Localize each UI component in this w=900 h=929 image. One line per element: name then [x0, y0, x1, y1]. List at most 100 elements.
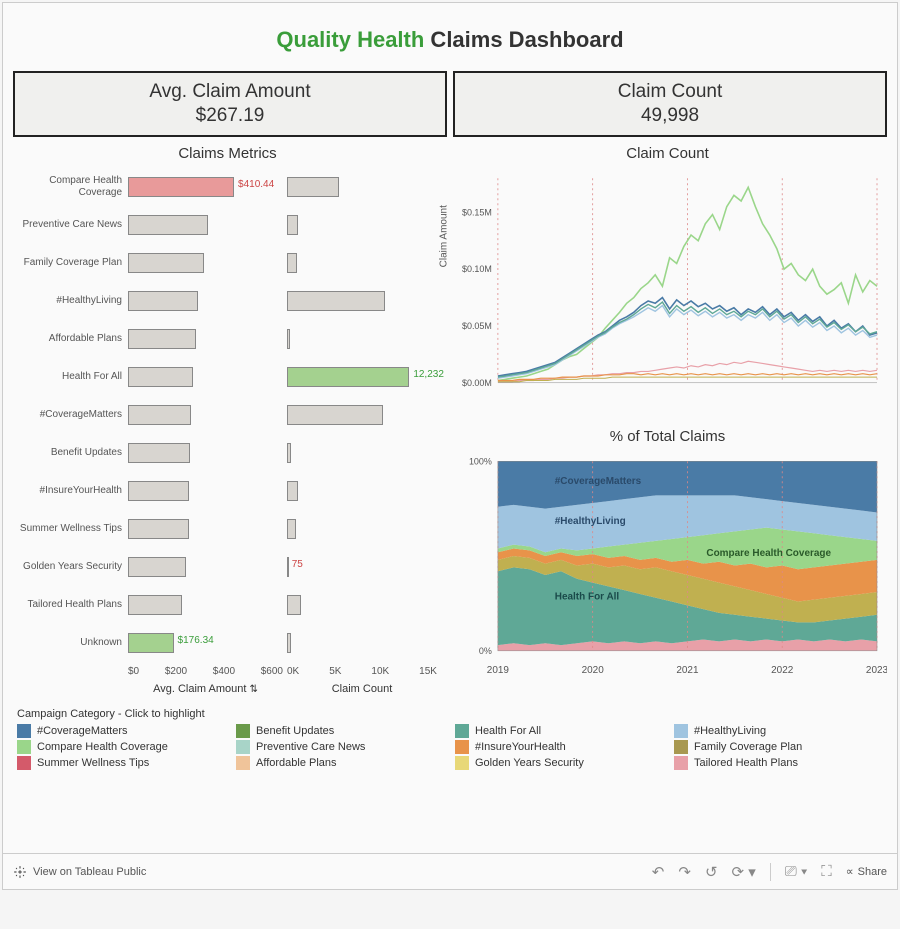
- share-label: Share: [858, 866, 887, 878]
- line-chart-svg: $0.00M$0.05M$0.10M$0.15M: [448, 168, 887, 418]
- bar-right-area: 12,232: [287, 365, 437, 389]
- legend-label: Affordable Plans: [256, 757, 337, 769]
- share-button[interactable]: ∝ Share: [846, 865, 887, 878]
- bar-label: Family Coverage Plan: [13, 257, 128, 269]
- refresh-icon[interactable]: ⟳ ▾: [732, 863, 756, 881]
- bar-left-area: [128, 403, 283, 427]
- bar-left-area: [128, 441, 283, 465]
- legend-item[interactable]: Preventive Care News: [236, 740, 445, 754]
- view-on-tableau-button[interactable]: View on Tableau Public: [13, 865, 146, 879]
- svg-text:0%: 0%: [479, 646, 492, 656]
- bar-claim-count: [287, 177, 339, 197]
- bar-right-area: [287, 479, 437, 503]
- bar-claim-count: [287, 633, 291, 653]
- legend-item[interactable]: Tailored Health Plans: [674, 756, 883, 770]
- bar-avg-claim: [128, 443, 190, 463]
- bar-value-label: 12,232: [413, 369, 444, 380]
- bar-label: Affordable Plans: [13, 333, 128, 345]
- legend-item[interactable]: Summer Wellness Tips: [17, 756, 226, 770]
- bar-claim-count: [287, 481, 298, 501]
- svg-text:2023: 2023: [866, 665, 887, 676]
- bar-row[interactable]: Golden Years Security75: [13, 548, 442, 586]
- undo-icon[interactable]: ↶: [652, 863, 665, 881]
- bar-row[interactable]: Health For All12,232: [13, 358, 442, 396]
- svg-text:#HealthyLiving: #HealthyLiving: [555, 516, 626, 527]
- bar-row[interactable]: #CoverageMatters: [13, 396, 442, 434]
- bar-left-area: [128, 479, 283, 503]
- bar-row[interactable]: Benefit Updates: [13, 434, 442, 472]
- legend-swatch: [236, 724, 250, 738]
- legend-label: #InsureYourHealth: [475, 741, 566, 753]
- bar-left-area: [128, 517, 283, 541]
- svg-text:2019: 2019: [487, 665, 510, 676]
- bar-row[interactable]: Compare Health Coverage$410.44: [13, 168, 442, 206]
- kpi-row: Avg. Claim Amount $267.19 Claim Count 49…: [13, 71, 887, 137]
- bar-row[interactable]: Affordable Plans: [13, 320, 442, 358]
- legend-item[interactable]: Benefit Updates: [236, 724, 445, 738]
- bar-claim-count: [287, 253, 297, 273]
- claims-metrics-panel: Claims Metrics Compare Health Coverage$4…: [13, 145, 442, 698]
- share-icon: ∝: [846, 865, 854, 878]
- kpi-label: Claim Count: [455, 81, 885, 103]
- bar-label: Benefit Updates: [13, 447, 128, 459]
- legend-item[interactable]: Golden Years Security: [455, 756, 664, 770]
- bar-claim-count: [287, 291, 385, 311]
- svg-text:Health For All: Health For All: [555, 592, 620, 603]
- legend-item[interactable]: #CoverageMatters: [17, 724, 226, 738]
- bar-row[interactable]: #HealthyLiving: [13, 282, 442, 320]
- legend-title: Campaign Category - Click to highlight: [17, 708, 883, 720]
- area-chart[interactable]: 201920202021202220230%100%#CoverageMatte…: [448, 451, 887, 696]
- legend-item[interactable]: #HealthyLiving: [674, 724, 883, 738]
- bar-left-area: [128, 251, 283, 275]
- device-icon[interactable]: ⎚ ▾: [785, 863, 807, 880]
- bar-row[interactable]: Tailored Health Plans: [13, 586, 442, 624]
- bar-right-area: 75: [287, 555, 437, 579]
- bar-right-area: [287, 403, 437, 427]
- bar-claim-count: [287, 443, 291, 463]
- dashboard-title: Quality Health Claims Dashboard: [3, 3, 897, 71]
- bar-row[interactable]: Family Coverage Plan: [13, 244, 442, 282]
- tableau-toolbar: View on Tableau Public ↶ ↷ ↺ ⟳ ▾ ⎚ ▾ ⛶ ∝…: [3, 853, 897, 889]
- fullscreen-icon[interactable]: ⛶: [821, 863, 832, 880]
- legend-item[interactable]: #InsureYourHealth: [455, 740, 664, 754]
- legend-swatch: [236, 740, 250, 754]
- svg-text:$0.05M: $0.05M: [462, 321, 492, 331]
- legend-item[interactable]: Compare Health Coverage: [17, 740, 226, 754]
- bar-row[interactable]: Preventive Care News: [13, 206, 442, 244]
- redo-icon[interactable]: ↷: [678, 863, 691, 881]
- bar-label: #CoverageMatters: [13, 409, 128, 421]
- y-axis-label: Claim Amount: [439, 205, 450, 267]
- bar-avg-claim: [128, 557, 186, 577]
- bar-claim-count: [287, 367, 409, 387]
- bar-avg-claim: [128, 215, 208, 235]
- bar-claim-count: [287, 595, 301, 615]
- bar-row[interactable]: #InsureYourHealth: [13, 472, 442, 510]
- revert-icon[interactable]: ↺: [705, 863, 718, 881]
- bar-left-area: [128, 327, 283, 351]
- bar-label: Tailored Health Plans: [13, 599, 128, 611]
- bar-avg-claim: [128, 481, 189, 501]
- legend-label: #HealthyLiving: [694, 725, 766, 737]
- line-chart[interactable]: Claim Amount $0.00M$0.05M$0.10M$0.15M: [448, 168, 887, 418]
- legend-swatch: [17, 724, 31, 738]
- svg-text:100%: 100%: [469, 456, 492, 466]
- bars-container: Compare Health Coverage$410.44Preventive…: [13, 168, 442, 698]
- svg-text:2022: 2022: [771, 665, 794, 676]
- bar-avg-claim: [128, 633, 174, 653]
- svg-text:#CoverageMatters: #CoverageMatters: [555, 476, 642, 487]
- bar-row[interactable]: Unknown$176.34: [13, 624, 442, 662]
- bar-value-label: 75: [292, 559, 303, 570]
- legend-label: Family Coverage Plan: [694, 741, 802, 753]
- bar-row[interactable]: Summer Wellness Tips: [13, 510, 442, 548]
- bar-label: #HealthyLiving: [13, 295, 128, 307]
- legend-item[interactable]: Affordable Plans: [236, 756, 445, 770]
- legend-item[interactable]: Family Coverage Plan: [674, 740, 883, 754]
- area-chart-title: % of Total Claims: [448, 428, 887, 445]
- bar-left-area: [128, 555, 283, 579]
- bar-right-area: [287, 175, 437, 199]
- toolbar-separator: [770, 863, 771, 881]
- bar-label: Unknown: [13, 637, 128, 649]
- legend-item[interactable]: Health For All: [455, 724, 664, 738]
- legend-swatch: [17, 756, 31, 770]
- bar-avg-claim: [128, 367, 193, 387]
